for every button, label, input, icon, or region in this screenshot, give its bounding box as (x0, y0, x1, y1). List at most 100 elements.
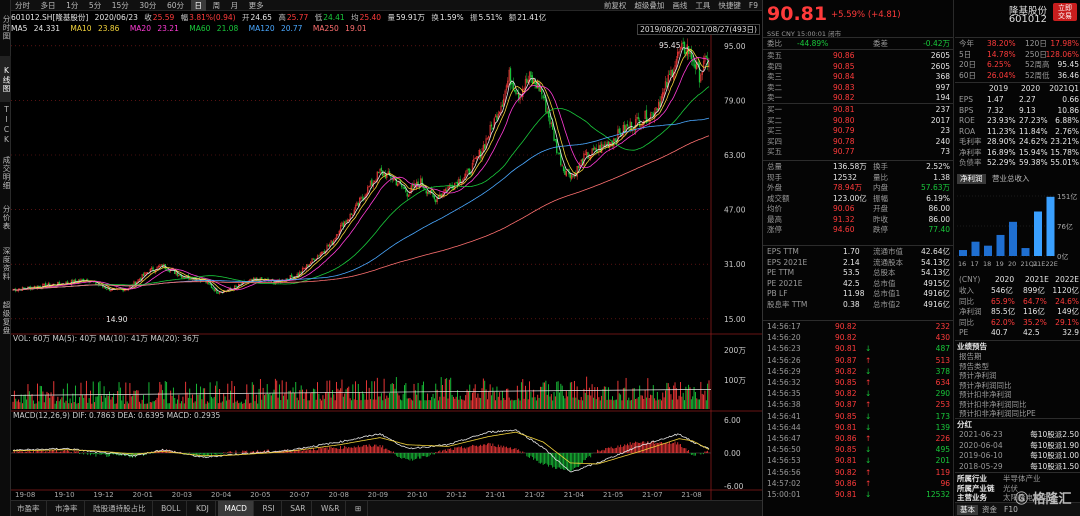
perf-label: 60日 (959, 70, 977, 80)
vtab-price-table[interactable]: 分价表 (2, 205, 11, 231)
volume-bar (704, 390, 706, 409)
candle-body (481, 151, 483, 160)
vtab-deep-data[interactable]: 深度资料 (2, 247, 11, 281)
stat-row: 现手 12532 量比 1.38 (763, 172, 954, 183)
volume-bar (88, 398, 90, 409)
fin-year: 2021Q1 (1049, 84, 1079, 93)
volume-bar (338, 390, 340, 409)
stat-label: 量比 (873, 172, 888, 182)
vtab-timeshare[interactable]: 分时图 (2, 15, 11, 41)
candle-body (681, 43, 683, 49)
candle-body (576, 166, 578, 177)
candle-body (141, 274, 143, 281)
tab-f10[interactable]: F10 (1004, 505, 1018, 514)
date-tick-label: 20-03 (172, 491, 192, 499)
volume-bar (194, 401, 196, 409)
tab-kdj[interactable]: KDJ (190, 501, 216, 516)
volume-bar (612, 396, 613, 409)
period-timeshare[interactable]: 分时 (15, 1, 30, 10)
volume-bar (530, 391, 532, 409)
tab-basic[interactable]: 基本 (957, 505, 978, 515)
fin-value: 15.78% (1050, 147, 1079, 157)
industry-label: 所属产业链 (957, 483, 995, 493)
candle-body (693, 60, 695, 67)
stat-label: 跌停 (873, 225, 888, 234)
vtab-kline[interactable]: K线图 (0, 56, 11, 102)
arrow-down-icon: ↓ (865, 456, 872, 466)
candle-body (421, 178, 423, 186)
vtab-trade-detail[interactable]: 成交明细 (2, 156, 11, 190)
tab-pe[interactable]: 市盈率 (11, 501, 47, 516)
period-30min[interactable]: 30分 (139, 1, 157, 10)
candle-body (122, 288, 124, 292)
volume-bar (665, 390, 666, 409)
shortcut-button[interactable]: 快捷键 (718, 1, 741, 10)
tab-funds[interactable]: 资金 (982, 505, 997, 514)
perf-row: 今年 38.20% 120日 17.98% (955, 38, 1080, 49)
candle-body (595, 148, 597, 152)
period-day[interactable]: 日 (190, 0, 207, 11)
volume-bar (644, 389, 646, 409)
volume-bar (64, 402, 66, 409)
volume-bar (344, 393, 346, 409)
date-range-label[interactable]: 2019/08/20-2021/08/27(493日) (637, 24, 760, 35)
volume-bar (420, 400, 422, 409)
volume-bar (614, 399, 616, 409)
period-15min[interactable]: 15分 (111, 1, 129, 10)
tab-pb[interactable]: 市净率 (49, 501, 85, 516)
candle-body (368, 186, 370, 188)
period-1min[interactable]: 1分 (66, 1, 79, 10)
draw-line-button[interactable]: 画线 (672, 1, 688, 10)
order-ratio-row: 委比 -44.89% 委差 -0.42万 (763, 38, 954, 49)
volume-bar (306, 389, 308, 409)
tab-wr[interactable]: W&R (315, 501, 347, 516)
candle-body (557, 152, 559, 154)
forecast-row: 预计扣非净利润 (955, 389, 1080, 400)
period-60min[interactable]: 60分 (166, 1, 184, 10)
period-week[interactable]: 周 (212, 1, 221, 10)
vtab-tick[interactable]: TICK (2, 105, 11, 145)
volume-bar (193, 402, 195, 409)
period-more[interactable]: 更多 (248, 1, 264, 10)
period-multiday[interactable]: 多日 (40, 1, 56, 10)
tools-button[interactable]: 工具 (695, 1, 711, 10)
tab-northbound[interactable]: 陆股通持股占比 (87, 501, 153, 516)
volume-bar (365, 380, 367, 409)
tab-revenue[interactable]: 营业总收入 (992, 174, 1030, 183)
overlay-button[interactable]: 超级叠加 (634, 1, 665, 10)
tab-net-profit[interactable]: 净利润 (957, 174, 986, 184)
tab-macd[interactable]: MACD (218, 501, 254, 516)
volume-bar (666, 382, 668, 409)
candle-body (110, 290, 112, 292)
volume-bar (19, 402, 21, 409)
tab-boll[interactable]: BOLL (155, 501, 188, 516)
dividend-date: 2020-06-04 (959, 440, 1003, 450)
volume-bar (690, 399, 692, 409)
forward-adjust-button[interactable]: 前复权 (603, 1, 627, 10)
vtab-super-review[interactable]: 超级复盘 (2, 301, 11, 335)
candle-body (565, 170, 567, 177)
ask-row: 卖五 90.86 2605 (763, 50, 954, 61)
tab-sar[interactable]: SAR (284, 501, 313, 516)
tick-row: 14:56:20 90.82 430 (763, 332, 954, 343)
candle-body (662, 92, 664, 99)
f9-button[interactable]: F9 (748, 1, 758, 10)
volume-bar (132, 395, 134, 409)
candle-body (690, 49, 692, 60)
add-indicator-icon[interactable]: ⊞ (349, 501, 369, 516)
trade-now-button[interactable]: 立即交易 (1053, 3, 1077, 21)
period-month[interactable]: 月 (230, 1, 239, 10)
tick-row: 14:56:26 90.87 513 ↑ (763, 355, 954, 366)
volume-bar (325, 392, 327, 409)
kline-chart[interactable]: 95.00 79.00 63.00 47.00 31.00 15.00 100万 200万 6… (11, 35, 762, 500)
turn-label: 换 (431, 13, 439, 22)
tab-rsi[interactable]: RSI (256, 501, 282, 516)
dividend-date: 2021-06-23 (959, 430, 1003, 439)
volume-bar (609, 399, 611, 409)
volume-header: VOL: 60万 MA(5): 40万 MA(10): 41万 MA(20): … (13, 334, 200, 343)
volume-bar (617, 380, 619, 409)
volume-bar (174, 397, 176, 409)
period-5min[interactable]: 5分 (88, 1, 102, 10)
volume-bar (556, 381, 558, 409)
fundamental-row: 股息率 TTM 0.38 总市值2 4916亿 (763, 299, 954, 310)
